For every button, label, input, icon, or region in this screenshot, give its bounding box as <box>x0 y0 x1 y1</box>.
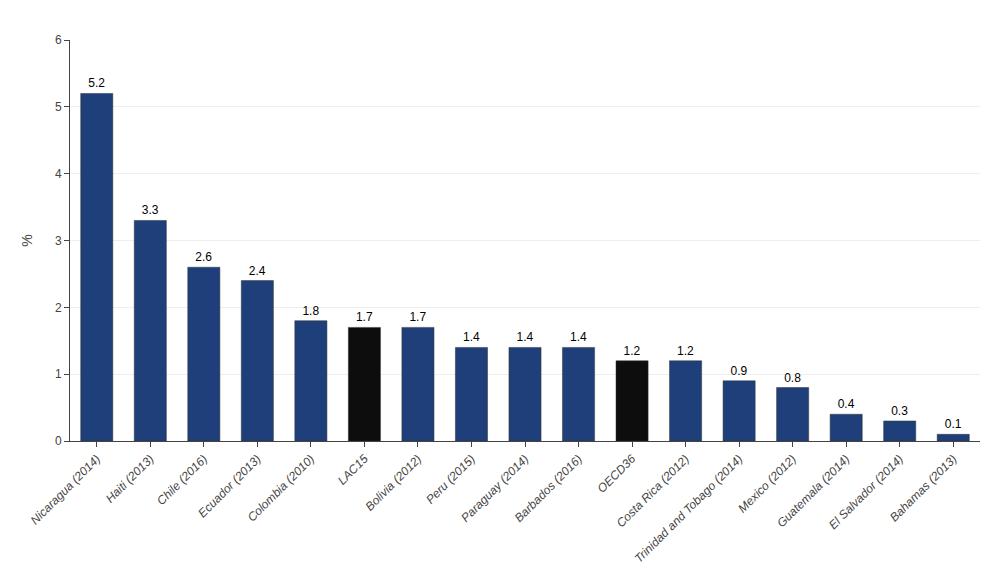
svg-text:Colombia (2010): Colombia (2010) <box>245 452 318 525</box>
svg-text:2: 2 <box>55 301 62 315</box>
svg-text:Ecuador (2013): Ecuador (2013) <box>195 452 263 520</box>
svg-text:Bolivia (2012): Bolivia (2012) <box>363 452 425 514</box>
svg-text:2.4: 2.4 <box>249 264 266 278</box>
svg-text:Bahamas (2013): Bahamas (2013) <box>887 452 960 525</box>
svg-text:%: % <box>19 234 35 246</box>
svg-text:2.6: 2.6 <box>195 250 212 264</box>
svg-text:0.1: 0.1 <box>945 417 962 431</box>
svg-text:Mexico (2012): Mexico (2012) <box>735 452 799 516</box>
svg-text:Barbados (2016): Barbados (2016) <box>512 452 585 525</box>
svg-text:0.4: 0.4 <box>838 397 855 411</box>
svg-text:0.9: 0.9 <box>731 364 748 378</box>
svg-text:4: 4 <box>55 167 62 181</box>
svg-text:OECD36: OECD36 <box>595 452 639 496</box>
svg-text:6: 6 <box>55 33 62 47</box>
svg-text:3.3: 3.3 <box>142 203 159 217</box>
svg-text:5.2: 5.2 <box>88 76 105 90</box>
svg-text:Haiti (2013): Haiti (2013) <box>103 452 157 506</box>
svg-text:1: 1 <box>55 367 62 381</box>
svg-text:Peru (2015): Peru (2015) <box>423 452 478 507</box>
svg-text:1.7: 1.7 <box>356 310 373 324</box>
svg-text:5: 5 <box>55 100 62 114</box>
svg-text:Costa Rica (2012): Costa Rica (2012) <box>614 452 692 530</box>
svg-text:3: 3 <box>55 234 62 248</box>
svg-text:1.8: 1.8 <box>302 304 319 318</box>
svg-text:1.4: 1.4 <box>516 330 533 344</box>
svg-text:1.2: 1.2 <box>624 344 641 358</box>
svg-text:Chile (2016): Chile (2016) <box>154 452 210 508</box>
svg-text:Paraguay (2014): Paraguay (2014) <box>458 452 531 525</box>
svg-text:LAC15: LAC15 <box>335 452 371 488</box>
svg-text:Nicaragua (2014): Nicaragua (2014) <box>28 452 103 527</box>
svg-text:1.4: 1.4 <box>463 330 480 344</box>
svg-text:1.4: 1.4 <box>570 330 587 344</box>
svg-text:Guatemala (2014): Guatemala (2014) <box>774 452 852 530</box>
svg-text:1.2: 1.2 <box>677 344 694 358</box>
svg-text:El Salvador (2014): El Salvador (2014) <box>826 452 906 532</box>
svg-text:Trinidad and Tobago (2014): Trinidad and Tobago (2014) <box>632 452 746 566</box>
svg-text:0.3: 0.3 <box>891 404 908 418</box>
svg-text:1.7: 1.7 <box>409 310 426 324</box>
svg-text:0.8: 0.8 <box>784 371 801 385</box>
svg-text:0: 0 <box>55 434 62 448</box>
